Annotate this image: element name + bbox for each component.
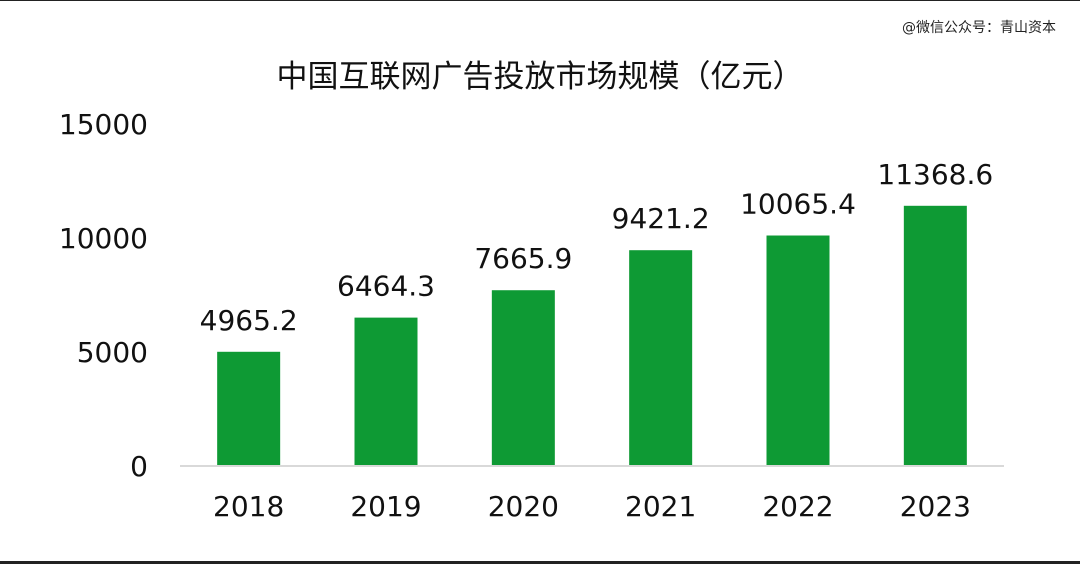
bars: [217, 205, 967, 466]
category-label-2021: 2021: [625, 490, 696, 523]
bar-2022: [766, 235, 830, 465]
value-label-2018: 4965.2: [200, 304, 298, 337]
bar-2020: [491, 290, 555, 465]
y-tick-label: 10000: [59, 222, 148, 255]
y-tick-label: 15000: [59, 108, 148, 141]
value-label-2022: 10065.4: [740, 188, 856, 221]
category-label-2022: 2022: [762, 490, 833, 523]
value-label-2023: 11368.6: [877, 158, 993, 191]
value-label-2019: 6464.3: [337, 270, 435, 303]
y-tick-label: 5000: [77, 336, 148, 369]
bar-2019: [354, 317, 418, 465]
category-label-2020: 2020: [488, 490, 559, 523]
bar-2023: [903, 205, 967, 466]
value-label-2021: 9421.2: [612, 202, 710, 235]
category-label-2019: 2019: [350, 490, 421, 523]
value-label-2020: 7665.9: [474, 242, 572, 275]
bar-2021: [629, 250, 693, 465]
bar-2018: [217, 351, 281, 465]
chart-title: 中国互联网广告投放市场规模（亿元）: [276, 59, 804, 95]
y-tick-label: 0: [130, 450, 148, 483]
category-labels: 2018 2019 2020 2021 2022 2023: [213, 490, 971, 523]
category-label-2023: 2023: [900, 490, 971, 523]
watermark: @微信公众号：青山资本: [902, 20, 1056, 36]
y-axis-ticks: 0 5000 10000 15000: [59, 108, 148, 483]
value-labels: 4965.2 6464.3 7665.9 9421.2 10065.4 11368.6: [200, 158, 994, 337]
category-label-2018: 2018: [213, 490, 284, 523]
